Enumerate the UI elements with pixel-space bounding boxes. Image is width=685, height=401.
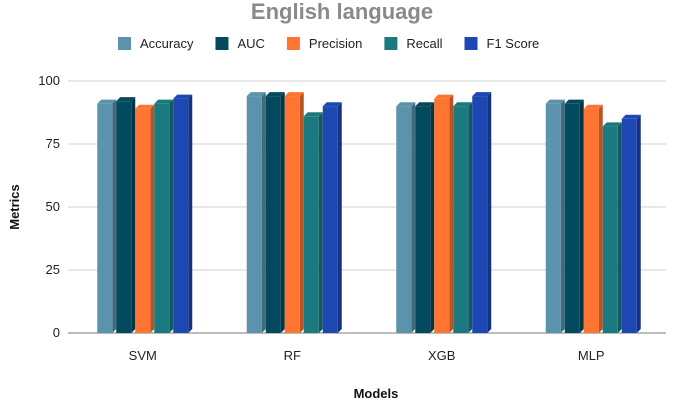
legend-label: Accuracy — [140, 36, 194, 51]
bar-rf-auc — [265, 92, 285, 334]
chart-title: English language — [251, 0, 433, 24]
legend-swatch — [286, 37, 300, 50]
legend-label: Recall — [406, 36, 442, 51]
bar-svm-auc — [116, 97, 136, 333]
bar-xgb-recall — [453, 102, 473, 333]
y-tick-label: 0 — [53, 325, 60, 340]
legend-item-recall: Recall — [384, 36, 443, 51]
legend-item-auc: AUC — [215, 36, 265, 51]
bar-xgb-precision — [434, 94, 454, 333]
bar-svm-recall — [154, 99, 174, 334]
y-tick-label: 25 — [46, 262, 60, 277]
bar-mlp-auc — [564, 99, 584, 334]
y-axis-label: Metrics — [7, 184, 22, 230]
bar-mlp-recall — [602, 122, 622, 333]
legend-item-accuracy: Accuracy — [118, 36, 194, 51]
legend-swatch — [464, 37, 478, 50]
x-tick-label: XGB — [428, 348, 455, 363]
bar-rf-accuracy — [246, 92, 266, 334]
bar-svm-accuracy — [97, 99, 117, 334]
legend-swatch — [215, 37, 229, 50]
bar-mlp-accuracy — [545, 99, 565, 334]
legend-label: AUC — [237, 36, 264, 51]
bar-xgb-accuracy — [396, 102, 416, 333]
legend-item-f1-score: F1 Score — [464, 36, 540, 51]
bar-rf-recall — [303, 112, 323, 333]
x-tick-label: MLP — [578, 348, 605, 363]
bar-mlp-f1-score — [621, 114, 641, 333]
bar-mlp-precision — [583, 104, 603, 333]
bar-rf-precision — [284, 92, 304, 334]
x-tick-label: RF — [284, 348, 301, 363]
legend-item-precision: Precision — [286, 36, 362, 51]
y-axis-ticks: 0 25 50 75 100 — [38, 73, 60, 340]
bar-xgb-auc — [415, 102, 435, 333]
bar-xgb-f1-score — [472, 92, 492, 334]
y-tick-label: 75 — [46, 136, 60, 151]
x-tick-label: SVM — [129, 348, 157, 363]
legend: Accuracy AUC Precision Recall F1 Score — [118, 36, 539, 51]
bar-svm-f1-score — [173, 94, 193, 333]
legend-label: F1 Score — [487, 36, 540, 51]
legend-swatch — [384, 37, 398, 50]
x-axis-ticks: SVM RF XGB MLP — [129, 348, 605, 363]
bar-rf-f1-score — [322, 102, 342, 333]
y-tick-label: 50 — [46, 199, 60, 214]
y-tick-label: 100 — [38, 73, 60, 88]
legend-swatch — [118, 37, 131, 50]
bar-svm-precision — [135, 104, 155, 333]
legend-label: Precision — [309, 36, 362, 51]
bars — [97, 92, 641, 334]
x-axis-label: Models — [354, 386, 399, 401]
